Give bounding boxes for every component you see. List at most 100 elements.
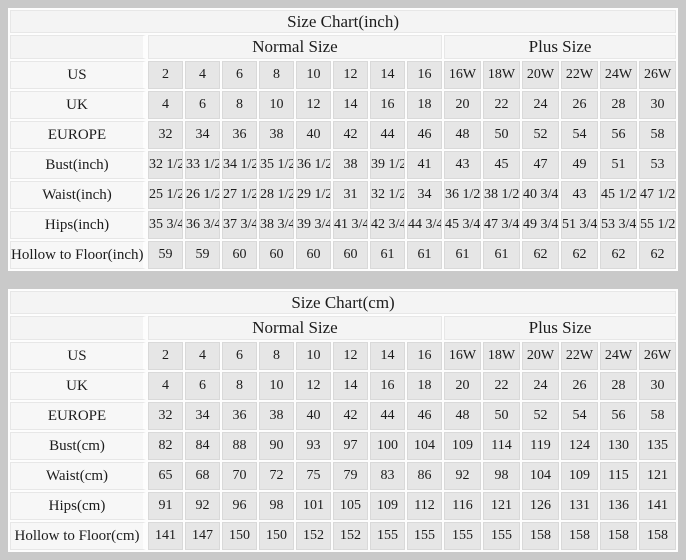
size-cell: 36 — [222, 402, 257, 430]
row-label: Hips(inch) — [10, 211, 146, 239]
size-cell: 54 — [561, 402, 598, 430]
size-cell: 88 — [222, 432, 257, 460]
row-label: Hips(cm) — [10, 492, 146, 520]
size-cell: 20W — [522, 342, 559, 370]
size-cell: 82 — [148, 432, 183, 460]
row-label: EUROPE — [10, 402, 146, 430]
size-cell: 42 — [333, 121, 368, 149]
size-cell: 8 — [259, 61, 294, 89]
size-cell: 109 — [561, 462, 598, 490]
size-cell: 150 — [259, 522, 294, 550]
row-label: US — [10, 342, 146, 370]
row-label: Waist(cm) — [10, 462, 146, 490]
size-cell: 26W — [639, 342, 677, 370]
size-cell: 41 3/4 — [333, 211, 368, 239]
size-cell: 36 3/4 — [185, 211, 220, 239]
size-table: Size Chart(cm) Normal Size Plus Size US 2 4 6 8… — [8, 289, 679, 552]
size-cell: 92 — [185, 492, 220, 520]
size-cell: 31 — [333, 181, 368, 209]
size-cell: 72 — [259, 462, 294, 490]
row-label: Waist(inch) — [10, 181, 146, 209]
corner-cell — [10, 316, 146, 340]
size-cell: 29 1/2 — [296, 181, 331, 209]
table-row: EUROPE 32 34 36 38 40 42 44 46 48 50 52 54 56 58 — [10, 121, 677, 149]
size-cell: 152 — [333, 522, 368, 550]
size-cell: 62 — [522, 241, 559, 269]
row-label: EUROPE — [10, 121, 146, 149]
corner-cell — [10, 35, 146, 59]
size-cell: 16 — [370, 372, 405, 400]
size-cell: 150 — [222, 522, 257, 550]
table-title: Size Chart(cm) — [10, 291, 677, 314]
size-cell: 2 — [148, 61, 183, 89]
size-cell: 8 — [259, 342, 294, 370]
size-cell: 40 — [296, 402, 331, 430]
size-cell: 68 — [185, 462, 220, 490]
size-cell: 53 3/4 — [600, 211, 637, 239]
size-cell: 47 — [522, 151, 559, 179]
size-cell: 34 — [185, 121, 220, 149]
size-cell: 70 — [222, 462, 257, 490]
size-cell: 51 3/4 — [561, 211, 598, 239]
size-cell: 141 — [639, 492, 677, 520]
size-cell: 84 — [185, 432, 220, 460]
size-cell: 60 — [259, 241, 294, 269]
size-cell: 24 — [522, 91, 559, 119]
size-cell: 135 — [639, 432, 677, 460]
size-cell: 115 — [600, 462, 637, 490]
size-cell: 32 — [148, 402, 183, 430]
size-cell: 37 3/4 — [222, 211, 257, 239]
size-cell: 147 — [185, 522, 220, 550]
size-cell: 18 — [407, 91, 442, 119]
size-cell: 155 — [370, 522, 405, 550]
size-cell: 16 — [407, 342, 442, 370]
size-cell: 43 — [444, 151, 481, 179]
size-cell: 18W — [483, 342, 520, 370]
size-cell: 93 — [296, 432, 331, 460]
size-cell: 136 — [600, 492, 637, 520]
size-cell: 16 — [370, 91, 405, 119]
table-row: Waist(inch) 25 1/2 26 1/2 27 1/2 28 1/2 29 1/… — [10, 181, 677, 209]
size-cell: 38 — [333, 151, 368, 179]
size-cell: 131 — [561, 492, 598, 520]
size-table: Size Chart(inch) Normal Size Plus Size US 2 4… — [8, 8, 679, 271]
size-cell: 38 1/2 — [483, 181, 520, 209]
row-label: Bust(inch) — [10, 151, 146, 179]
size-cell: 158 — [522, 522, 559, 550]
size-cell: 22 — [483, 372, 520, 400]
size-cell: 104 — [522, 462, 559, 490]
size-cell: 33 1/2 — [185, 151, 220, 179]
size-cell: 98 — [483, 462, 520, 490]
size-cell: 10 — [259, 91, 294, 119]
size-cell: 34 — [185, 402, 220, 430]
size-cell: 24 — [522, 372, 559, 400]
size-cell: 10 — [259, 372, 294, 400]
row-label: Hollow to Floor(inch) — [10, 241, 146, 269]
size-cell: 36 1/2 — [296, 151, 331, 179]
size-cell: 26 1/2 — [185, 181, 220, 209]
size-cell: 97 — [333, 432, 368, 460]
size-cell: 100 — [370, 432, 405, 460]
size-cell: 39 3/4 — [296, 211, 331, 239]
size-cell: 90 — [259, 432, 294, 460]
size-cell: 55 1/2 — [639, 211, 677, 239]
size-cell: 50 — [483, 402, 520, 430]
size-cell: 28 — [600, 91, 637, 119]
size-cell: 42 — [333, 402, 368, 430]
size-cell: 98 — [259, 492, 294, 520]
size-cell: 4 — [148, 91, 183, 119]
row-label: Bust(cm) — [10, 432, 146, 460]
size-cell: 46 — [407, 121, 442, 149]
table-row: Hips(inch) 35 3/4 36 3/4 37 3/4 38 3/4 39 3/4… — [10, 211, 677, 239]
size-cell: 27 1/2 — [222, 181, 257, 209]
size-cell: 116 — [444, 492, 481, 520]
title-row: Size Chart(inch) — [10, 10, 677, 33]
size-cell: 12 — [296, 372, 331, 400]
size-chart-table: Size Chart(cm) Normal Size Plus Size US 2 4 6 8… — [8, 289, 679, 552]
table-row: Waist(cm) 65 68 70 72 75 79 83 86 92 98 104 109 115 12… — [10, 462, 677, 490]
size-cell: 51 — [600, 151, 637, 179]
size-cell: 14 — [370, 342, 405, 370]
size-cell: 24W — [600, 342, 637, 370]
size-cell: 45 1/2 — [600, 181, 637, 209]
size-cell: 24W — [600, 61, 637, 89]
